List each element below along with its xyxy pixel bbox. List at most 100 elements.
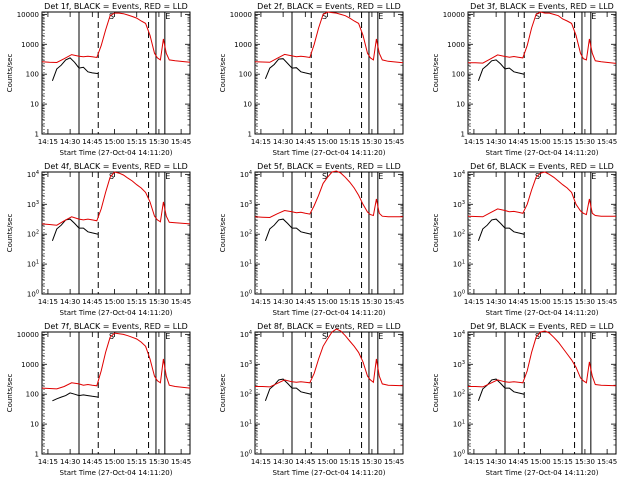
y-tick-label: 10000 xyxy=(17,331,39,339)
plot-frame xyxy=(41,171,191,295)
x-tick-label: 15:30 xyxy=(575,138,595,146)
plot-frame xyxy=(467,331,617,455)
y-tick-label: 103 xyxy=(240,200,252,209)
x-tick-label: 15:00 xyxy=(104,458,124,466)
y-axis-label: Counts/sec xyxy=(6,374,14,413)
detector-panel-4: Det 4f, BLACK = Events, RED = LLD Counts/… xyxy=(6,162,191,317)
y-tick-label: 104 xyxy=(27,170,39,179)
series-events-line xyxy=(477,218,525,241)
x-tick-label: 14:45 xyxy=(295,298,315,306)
x-tick-label: 15:00 xyxy=(317,298,337,306)
y-tick-label: 10000 xyxy=(443,11,465,19)
x-axis-label: Start Time (27-Oct-04 14:11:20) xyxy=(486,149,599,157)
y-axis-label: Counts/sec xyxy=(6,214,14,253)
y-tick-label: 102 xyxy=(240,230,252,239)
y-tick-label: 100 xyxy=(452,71,465,79)
interval-marker-s: S xyxy=(535,12,540,21)
x-tick-label: 15:00 xyxy=(317,138,337,146)
x-tick-label: 15:45 xyxy=(597,458,617,466)
y-tick-label: 10000 xyxy=(230,11,252,19)
interval-marker-s: S xyxy=(109,172,114,181)
plot-frame xyxy=(41,11,191,135)
x-axis-label: Start Time (27-Oct-04 14:11:20) xyxy=(486,309,599,317)
y-tick-label: 100 xyxy=(240,450,252,459)
y-axis-label: Counts/sec xyxy=(219,214,227,253)
x-tick-label: 15:15 xyxy=(127,458,147,466)
interval-marker-e: E xyxy=(165,332,170,341)
plot-frame xyxy=(467,171,617,295)
x-tick-label: 15:15 xyxy=(340,458,360,466)
x-tick-label: 14:45 xyxy=(295,458,315,466)
x-tick-label: 14:30 xyxy=(486,298,506,306)
y-tick-label: 102 xyxy=(27,230,39,239)
y-tick-label: 10 xyxy=(456,101,465,109)
x-tick-label: 15:45 xyxy=(384,138,404,146)
y-tick-label: 10000 xyxy=(17,11,39,19)
x-tick-label: 15:15 xyxy=(553,138,573,146)
y-tick-label: 103 xyxy=(240,360,252,369)
x-tick-label: 15:30 xyxy=(575,298,595,306)
panel-title: Det 5f, BLACK = Events, RED = LLD xyxy=(257,162,401,171)
detector-panel-8: Det 8f, BLACK = Events, RED = LLD Counts/… xyxy=(219,322,404,477)
y-tick-label: 100 xyxy=(239,71,252,79)
interval-marker-s: S xyxy=(322,12,327,21)
interval-marker-e: E xyxy=(165,12,170,21)
x-tick-label: 15:45 xyxy=(597,298,617,306)
y-tick-label: 103 xyxy=(453,200,465,209)
interval-marker-e: E xyxy=(165,172,170,181)
y-tick-label: 104 xyxy=(240,170,252,179)
y-tick-label: 101 xyxy=(453,420,465,429)
x-tick-label: 15:30 xyxy=(149,138,169,146)
x-tick-label: 14:15 xyxy=(251,458,271,466)
y-tick-label: 100 xyxy=(453,450,465,459)
interval-marker-e: E xyxy=(378,332,383,341)
y-tick-label: 101 xyxy=(240,420,252,429)
y-axis-label: Counts/sec xyxy=(219,374,227,413)
y-axis-label: Counts/sec xyxy=(432,374,440,413)
x-tick-label: 15:45 xyxy=(171,458,191,466)
interval-marker-s: S xyxy=(109,12,114,21)
y-tick-label: 100 xyxy=(26,391,39,399)
x-tick-label: 15:30 xyxy=(149,298,169,306)
y-tick-label: 100 xyxy=(26,71,39,79)
interval-marker-e: E xyxy=(591,332,596,341)
plot-frame xyxy=(254,11,404,135)
y-tick-label: 1000 xyxy=(21,361,39,369)
x-tick-label: 14:30 xyxy=(60,458,80,466)
interval-marker-s: S xyxy=(322,172,327,181)
detector-panel-1: Det 1f, BLACK = Events, RED = LLD Counts/… xyxy=(6,2,191,157)
y-tick-label: 1 xyxy=(461,131,465,139)
x-tick-label: 15:15 xyxy=(127,138,147,146)
x-tick-label: 15:30 xyxy=(575,458,595,466)
x-tick-label: 15:00 xyxy=(317,458,337,466)
y-tick-label: 100 xyxy=(453,290,465,299)
plot-frame xyxy=(254,331,404,455)
x-tick-label: 15:15 xyxy=(127,298,147,306)
y-tick-label: 101 xyxy=(27,260,39,269)
x-tick-label: 14:45 xyxy=(508,458,528,466)
y-tick-label: 100 xyxy=(240,290,252,299)
x-tick-label: 14:15 xyxy=(251,298,271,306)
series-events-line xyxy=(52,392,99,402)
x-tick-label: 15:15 xyxy=(553,458,573,466)
x-tick-label: 15:00 xyxy=(530,138,550,146)
detector-panel-3: Det 3f, BLACK = Events, RED = LLD Counts/… xyxy=(432,2,617,157)
y-tick-label: 103 xyxy=(453,360,465,369)
x-tick-label: 14:45 xyxy=(82,298,102,306)
x-tick-label: 15:30 xyxy=(362,298,382,306)
y-tick-label: 104 xyxy=(453,170,465,179)
y-tick-label: 1 xyxy=(248,131,252,139)
series-events-line xyxy=(264,58,312,79)
x-tick-label: 15:30 xyxy=(362,138,382,146)
x-tick-label: 15:30 xyxy=(362,458,382,466)
y-tick-label: 10 xyxy=(30,101,39,109)
x-axis-label: Start Time (27-Oct-04 14:11:20) xyxy=(486,469,599,477)
x-tick-label: 14:15 xyxy=(464,298,484,306)
panel-title: Det 4f, BLACK = Events, RED = LLD xyxy=(44,162,188,171)
x-tick-label: 14:30 xyxy=(273,298,293,306)
series-lld-line xyxy=(467,171,616,218)
series-lld-line xyxy=(254,170,403,219)
x-axis-label: Start Time (27-Oct-04 14:11:20) xyxy=(60,469,173,477)
panel-title: Det 2f, BLACK = Events, RED = LLD xyxy=(257,2,401,11)
